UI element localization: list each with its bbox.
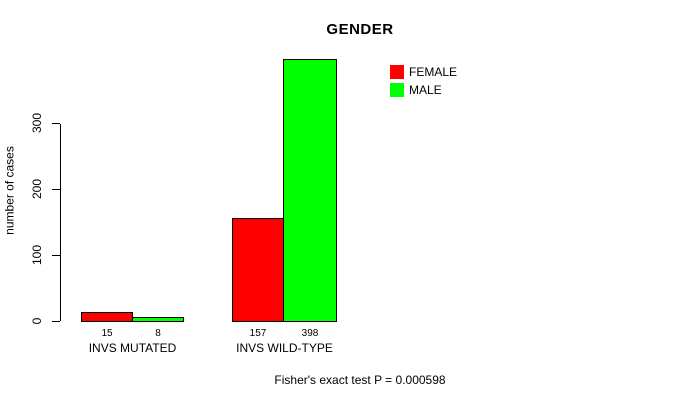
legend-label-female: FEMALE (409, 65, 458, 79)
bar-female-invs-wild-type (232, 218, 284, 322)
y-axis-tick (52, 189, 60, 190)
y-axis-tick (52, 321, 60, 322)
category-label-invs-wild-type: INVS WILD-TYPE (236, 341, 333, 355)
fisher-test-annotation: Fisher's exact test P = 0.000598 (274, 373, 446, 387)
bar-male-invs-mutated (132, 317, 184, 322)
legend-item-female: FEMALE (390, 65, 457, 79)
y-axis-label: number of cases (2, 146, 17, 235)
y-axis-tick-label: 300 (30, 112, 44, 134)
y-axis-tick (52, 123, 60, 124)
bar-male-invs-wild-type (283, 59, 337, 322)
legend-swatch-female (390, 65, 404, 79)
bar-value-label: 398 (301, 328, 319, 339)
chart-title: GENDER (326, 21, 394, 38)
bar-value-label: 15 (101, 328, 113, 339)
legend-item-male: MALE (390, 83, 457, 97)
legend-label-male: MALE (409, 83, 442, 97)
bar-value-label: 157 (249, 328, 267, 339)
category-label-invs-mutated: INVS MUTATED (88, 341, 177, 355)
legend-swatch-male (390, 83, 404, 97)
bar-female-invs-mutated (81, 312, 133, 322)
legend: FEMALE MALE (390, 65, 457, 101)
y-axis-tick-label: 200 (30, 178, 44, 200)
y-axis-tick (52, 255, 60, 256)
y-axis-line (60, 124, 61, 321)
y-axis-tick-label: 0 (30, 317, 44, 325)
y-axis-tick-label: 100 (30, 244, 44, 266)
bar-value-label: 8 (155, 328, 161, 339)
